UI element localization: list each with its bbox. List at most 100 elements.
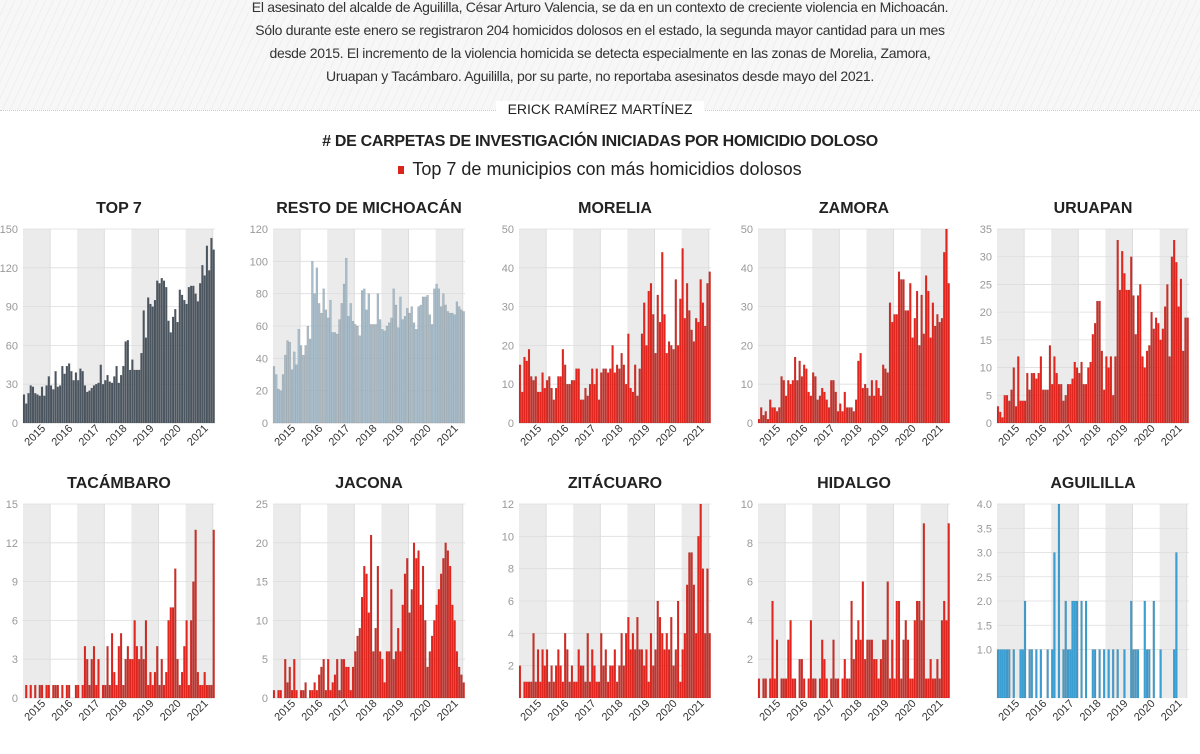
bar	[539, 391, 542, 424]
bar	[530, 376, 533, 424]
bar	[1021, 649, 1024, 699]
bar	[1182, 350, 1185, 424]
bar	[110, 633, 114, 699]
bar	[349, 303, 352, 424]
bar	[545, 380, 549, 424]
bar	[1168, 356, 1171, 424]
bar	[609, 665, 612, 699]
bar	[135, 369, 139, 424]
bar	[446, 311, 449, 424]
bar	[162, 280, 166, 424]
bar	[277, 690, 280, 699]
bar	[1037, 372, 1040, 424]
bar	[363, 288, 366, 424]
bar	[358, 335, 361, 424]
bar	[290, 690, 294, 699]
bar	[286, 340, 289, 424]
bar	[1145, 350, 1149, 424]
x-tick-label: 2018	[1078, 423, 1104, 449]
bar	[830, 380, 833, 424]
chart-title: JACONA	[335, 475, 403, 492]
bar	[807, 391, 810, 424]
bar	[22, 394, 26, 424]
bar	[187, 684, 190, 699]
bar	[435, 604, 438, 699]
bar	[676, 600, 680, 699]
bar	[780, 376, 783, 424]
bar	[403, 573, 407, 699]
bar	[349, 690, 352, 699]
bar	[893, 678, 896, 699]
y-tick-label: 0	[747, 418, 753, 430]
bar	[818, 395, 822, 424]
bar	[1139, 284, 1142, 424]
bar	[453, 314, 456, 424]
bar	[117, 646, 120, 699]
bar	[688, 310, 691, 424]
bar	[142, 310, 145, 424]
bar	[426, 295, 429, 424]
bar	[286, 682, 289, 699]
x-tick-label: 2015	[272, 698, 298, 724]
bar	[428, 314, 431, 424]
bar	[1105, 356, 1108, 424]
bar	[870, 639, 874, 699]
bar	[1091, 334, 1094, 424]
y-tick-label: 2	[747, 654, 753, 666]
bar	[196, 301, 199, 424]
bar	[1012, 649, 1015, 699]
bar	[401, 604, 404, 699]
legend-label: Top 7 de municipios con más homicidios d…	[412, 159, 802, 179]
bar	[661, 252, 664, 424]
bar	[604, 368, 607, 424]
bar	[442, 558, 445, 699]
y-tick-label: 100	[250, 256, 268, 268]
bar	[365, 309, 368, 424]
bar	[138, 659, 141, 699]
bar	[523, 681, 526, 699]
bar	[947, 523, 950, 699]
bar	[1066, 384, 1070, 424]
bar	[1103, 389, 1106, 424]
bar	[367, 612, 370, 699]
bar	[793, 356, 797, 424]
y-tick-label: 3.0	[977, 548, 992, 560]
bar	[791, 380, 794, 424]
bar	[943, 600, 946, 699]
bar	[203, 275, 206, 424]
bar	[1048, 345, 1052, 424]
bar	[160, 277, 163, 424]
x-tick-label: 2020	[654, 698, 680, 724]
bar	[133, 369, 136, 424]
bar	[600, 633, 603, 699]
bar	[388, 322, 391, 424]
bar	[927, 290, 930, 424]
bar	[652, 314, 655, 424]
y-tick-label: 20	[502, 340, 514, 352]
bar	[329, 299, 332, 424]
x-tick-label: 2015	[22, 698, 48, 724]
bar	[397, 628, 400, 699]
x-tick-label: 2020	[893, 423, 919, 449]
x-tick-label: 2018	[104, 698, 130, 724]
x-tick-label: 2019	[627, 423, 653, 449]
bar	[124, 659, 127, 699]
bar	[52, 684, 55, 699]
bar	[861, 387, 864, 424]
bar	[1008, 400, 1011, 424]
bar	[681, 649, 684, 699]
bar	[295, 690, 298, 699]
bar	[943, 252, 946, 424]
bar	[272, 690, 276, 699]
y-tick-label: 15	[256, 577, 268, 589]
y-tick-label: 6	[12, 615, 18, 627]
bar	[115, 684, 118, 699]
bar	[29, 385, 32, 424]
x-tick-label: 2015	[518, 698, 544, 724]
x-tick-label: 2020	[1132, 698, 1158, 724]
bar	[805, 368, 808, 424]
bar	[658, 617, 662, 699]
bar	[1132, 295, 1135, 424]
bar	[931, 302, 934, 424]
bar	[554, 665, 558, 699]
